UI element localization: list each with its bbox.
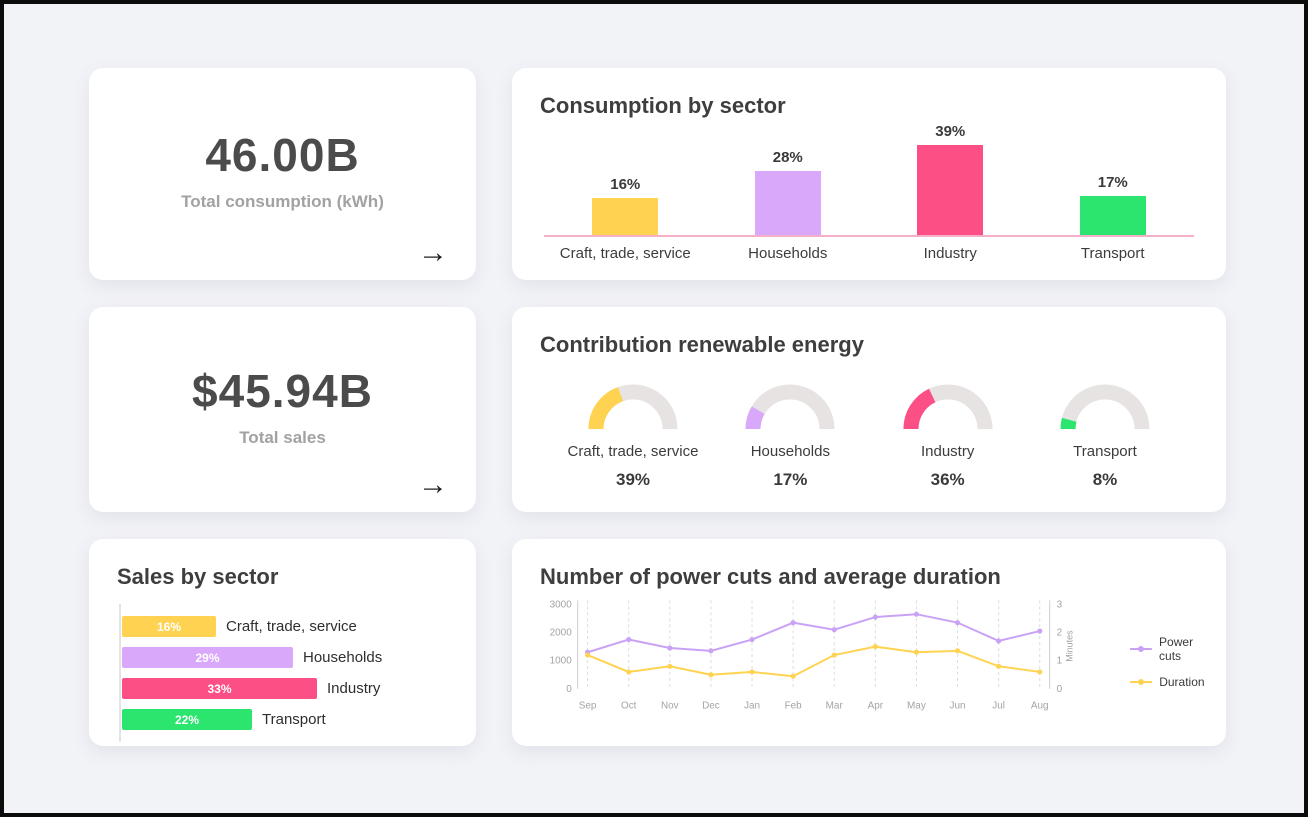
x-tick-label: Oct [621, 701, 637, 712]
kpi-label-total-sales: Total sales [239, 427, 326, 447]
x-tick-label: Jan [744, 701, 760, 712]
bar-value-label: 28% [772, 149, 803, 166]
vbar-group-households: 28% [707, 149, 870, 235]
line-series-duration [587, 645, 1040, 678]
bar-households [754, 171, 821, 235]
x-tick-label: Feb [785, 701, 803, 712]
svg-text:1: 1 [1057, 656, 1063, 667]
x-tick-label: Mar [826, 701, 844, 712]
consumption-by-sector-title: Consumption by sector [540, 93, 786, 118]
power-cuts-title: Number of power cuts and average duratio… [540, 564, 1001, 589]
category-label: Industry [920, 443, 975, 460]
kpi-card-total-consumption: 46.00B Total consumption (kWh) → [89, 68, 476, 280]
hbar-row-households: 29% Households [122, 647, 456, 668]
line-chart-wrap: 0 1000 2000 3000 0 1 2 3 Minutes Sep Oct Nov Dec Jan F… [512, 590, 1226, 729]
vbar-group-craft-trade-service: 16% [544, 176, 707, 235]
arrow-right-icon[interactable]: → [418, 236, 448, 269]
sales-by-sector-title: Sales by sector [117, 564, 279, 589]
category-label: Industry [923, 245, 977, 262]
renewable-energy-card: Contribution renewable energy Craft, tra… [512, 307, 1226, 512]
gauge-arc [903, 384, 993, 430]
x-tick-label: Dec [702, 701, 720, 712]
bar-industry: 33% [122, 678, 317, 699]
dashboard-grid: 46.00B Total consumption (kWh) → Consump… [4, 4, 1304, 746]
bar-industry [917, 145, 984, 235]
gauge-arc [588, 384, 678, 430]
gauge-value-label: 36% [930, 470, 965, 489]
vbar-cats: Craft, trade, service Households Industry T… [544, 237, 1194, 262]
x-tick-label: Nov [661, 701, 679, 712]
legend-item-duration[interactable]: Duration [1130, 675, 1218, 689]
kpi-label-total-consumption: Total consumption (kWh) [181, 192, 384, 211]
hbar-row-craft-trade-service: 16% Craft, trade, service [122, 616, 456, 637]
arrow-right-icon[interactable]: → [418, 468, 448, 501]
kpi-value-total-sales: $45.94B [192, 364, 373, 417]
line-series-power-cuts [587, 613, 1040, 654]
gauge-craft-trade-service: Craft, trade, service 39% [558, 374, 708, 490]
category-label: Transport [262, 711, 326, 728]
vbar-group-industry: 39% [869, 123, 1032, 235]
category-label: Households [748, 245, 828, 262]
svg-text:0: 0 [1057, 684, 1063, 695]
legend-swatch-icon [1130, 645, 1153, 652]
category-label: Households [750, 443, 830, 460]
kpi-card-total-sales: $45.94B Total sales → [89, 307, 476, 512]
line-chart-legend: Power cuts Duration [1130, 635, 1218, 689]
category-label: Craft, trade, service [226, 618, 357, 635]
x-tick-label: May [907, 701, 926, 712]
vbar-group-transport: 17% [1032, 174, 1195, 235]
x-tick-label: Jun [950, 701, 966, 712]
bar-craft-trade-service [592, 198, 659, 235]
x-tick-label: Jul [992, 701, 1005, 712]
gauge-value-label: 39% [615, 470, 651, 489]
x-tick-label: Apr [868, 701, 884, 712]
gauge-arc [745, 384, 835, 430]
category-label: Craft, trade, service [559, 245, 691, 262]
x-tick-label: Aug [1031, 701, 1049, 712]
bar-value-label: 17% [1097, 174, 1128, 191]
svg-text:2: 2 [1057, 627, 1063, 638]
power-cuts-card: Number of power cuts and average duratio… [512, 539, 1226, 746]
legend-label: Duration [1159, 674, 1205, 689]
vbar-chart: 16% 28% 39% 17% Craft, trade, service Househ… [512, 119, 1226, 262]
x-tick-label: Sep [579, 701, 597, 712]
gauge-arc [1060, 384, 1150, 430]
gauge-transport: Transport 8% [1030, 374, 1180, 490]
category-label: Households [303, 649, 383, 666]
bar-craft-trade-service: 16% [122, 616, 216, 637]
line-chart-svg: 0 1000 2000 3000 0 1 2 3 Minutes Sep Oct Nov Dec Jan F… [550, 599, 1075, 712]
hbar-row-transport: 22% Transport [122, 709, 456, 730]
consumption-by-sector-card: Consumption by sector 16% 28% 39% 17% Craft… [512, 68, 1226, 280]
sales-by-sector-card: Sales by sector 16% Craft, trade, service… [89, 539, 476, 746]
gauge-value-label: 17% [773, 470, 808, 489]
legend-swatch-icon [1130, 678, 1153, 685]
gauge-industry: Industry 36% [873, 374, 1023, 490]
bar-transport: 22% [122, 709, 252, 730]
bar-transport [1079, 196, 1146, 235]
category-label: Industry [327, 680, 381, 697]
gauge-value-label: 8% [1092, 470, 1118, 489]
gauge-households: Households 17% [715, 374, 865, 490]
hbar-chart: 16% Craft, trade, service 29% Households 33%… [119, 604, 456, 742]
legend-label: Power cuts [1159, 634, 1194, 663]
svg-text:0: 0 [566, 684, 572, 695]
bar-value-label: 39% [935, 123, 966, 140]
kpi-value-total-consumption: 46.00B [205, 129, 360, 181]
svg-text:1000: 1000 [550, 656, 573, 667]
category-label: Craft, trade, service [567, 443, 699, 460]
svg-text:3: 3 [1057, 599, 1063, 610]
gauge-row: Craft, trade, service 39% Households 17% Ind… [512, 358, 1226, 490]
hbar-row-industry: 33% Industry [122, 678, 456, 699]
category-label: Transport [1073, 443, 1137, 460]
legend-item-power-cuts[interactable]: Power cuts [1130, 635, 1218, 663]
svg-text:2000: 2000 [550, 627, 573, 638]
category-label: Transport [1080, 245, 1145, 262]
right-axis-label: Minutes [1065, 630, 1075, 662]
svg-text:3000: 3000 [550, 599, 573, 610]
bar-households: 29% [122, 647, 293, 668]
renewable-energy-title: Contribution renewable energy [540, 332, 864, 357]
bar-value-label: 16% [610, 176, 641, 193]
vbar-row: 16% 28% 39% 17% [544, 119, 1194, 237]
